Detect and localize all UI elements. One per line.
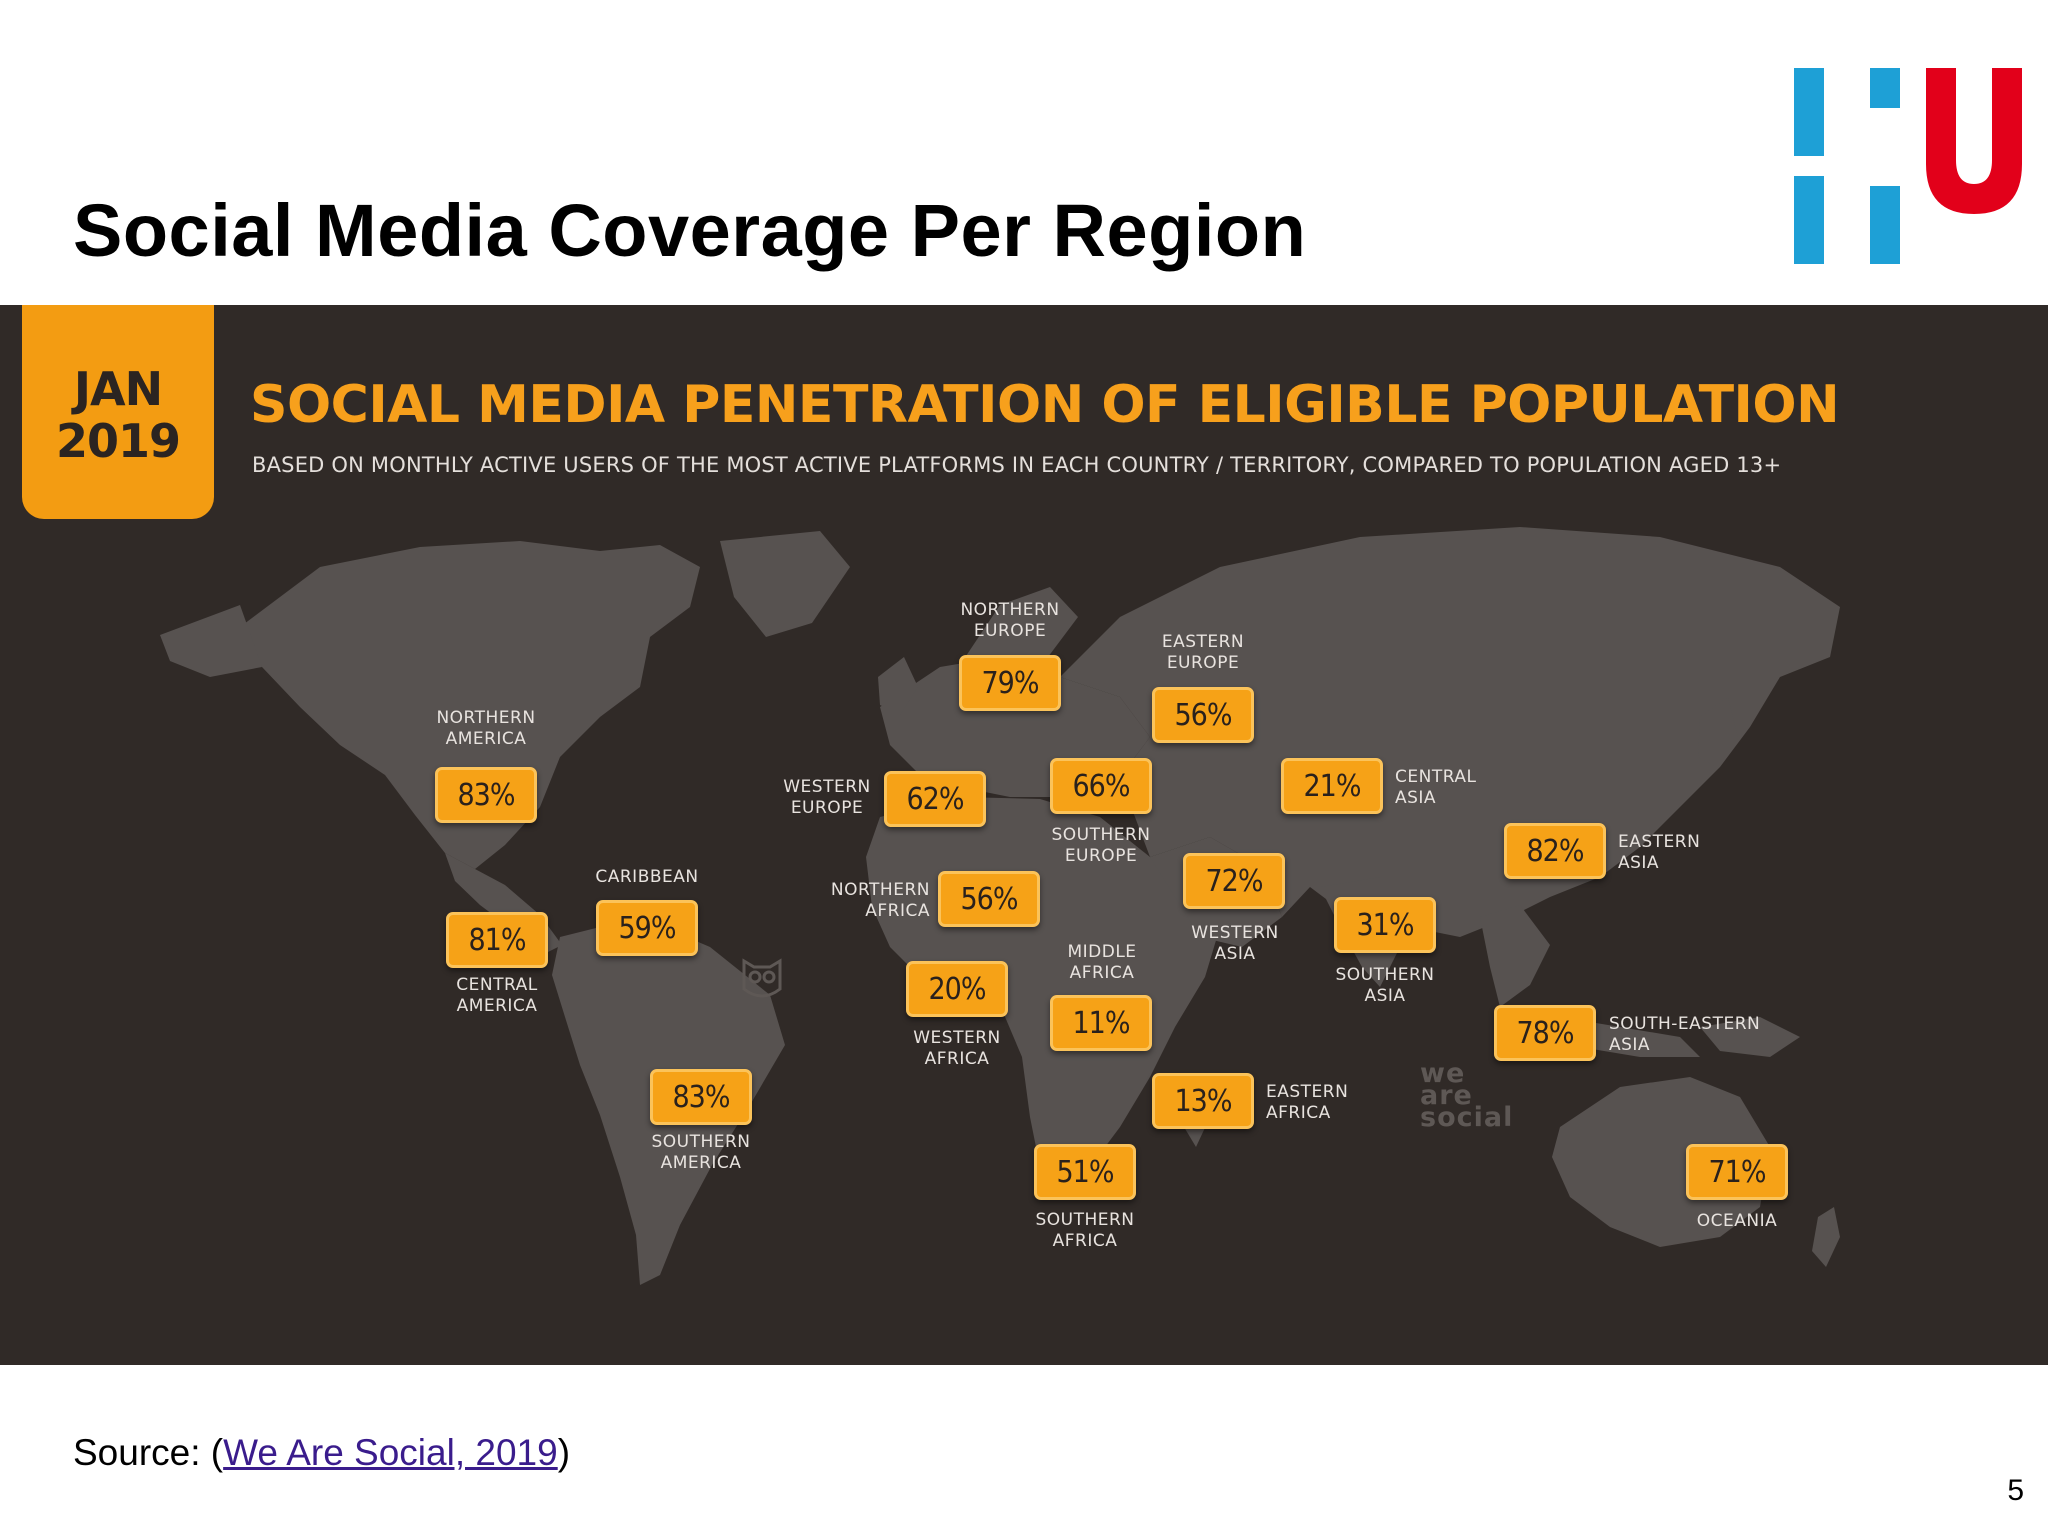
- penetration-badge: 62%: [884, 771, 986, 827]
- source-link[interactable]: We Are Social, 2019: [223, 1432, 558, 1473]
- penetration-infographic: JAN 2019 SOCIAL MEDIA PENETRATION OF ELI…: [0, 305, 2048, 1365]
- region-label: OCEANIA: [1696, 1211, 1778, 1231]
- penetration-badge: 13%: [1152, 1073, 1254, 1129]
- penetration-badge: 20%: [906, 961, 1008, 1017]
- source-suffix: ): [557, 1432, 571, 1473]
- penetration-badge: 71%: [1686, 1144, 1788, 1200]
- region-label: SOUTHERN AFRICA: [1035, 1210, 1135, 1251]
- region-label: EASTERN AFRICA: [1266, 1082, 1349, 1123]
- penetration-badge: 83%: [435, 767, 537, 823]
- region-label: CARIBBEAN: [595, 867, 699, 887]
- source-prefix: Source: (: [73, 1432, 224, 1473]
- penetration-badge: 82%: [1504, 823, 1606, 879]
- penetration-badge: 31%: [1334, 897, 1436, 953]
- penetration-badge: 72%: [1183, 853, 1285, 909]
- penetration-badge: 56%: [938, 871, 1040, 927]
- penetration-badge: 59%: [596, 900, 698, 956]
- region-label: SOUTHERN AMERICA: [651, 1132, 751, 1173]
- penetration-badge: 78%: [1494, 1005, 1596, 1061]
- watermark-line: we: [1420, 1058, 1466, 1089]
- region-label: SOUTHERN EUROPE: [1051, 825, 1151, 866]
- penetration-badge: 21%: [1281, 758, 1383, 814]
- penetration-badge: 51%: [1034, 1144, 1136, 1200]
- region-label: NORTHERN AFRICA: [830, 880, 930, 921]
- penetration-badge: 83%: [650, 1069, 752, 1125]
- we-are-social-watermark: we are social: [1420, 1058, 1514, 1133]
- region-label: SOUTHERN ASIA: [1335, 965, 1435, 1006]
- penetration-badge: 79%: [959, 655, 1061, 711]
- watermark-line: are: [1420, 1080, 1473, 1111]
- region-label: CENTRAL AMERICA: [456, 975, 538, 1016]
- hu-logo: [1794, 68, 2022, 264]
- infographic-subtitle: BASED ON MONTHLY ACTIVE USERS OF THE MOS…: [252, 453, 1782, 477]
- penetration-badge: 66%: [1050, 758, 1152, 814]
- penetration-badge: 11%: [1050, 995, 1152, 1051]
- infographic-title: SOCIAL MEDIA PENETRATION OF ELIGIBLE POP…: [250, 375, 1840, 435]
- region-label: WESTERN AFRICA: [913, 1028, 1001, 1069]
- region-label: WESTERN ASIA: [1191, 923, 1279, 964]
- hootsuite-owl-icon: [740, 955, 784, 1003]
- region-label: SOUTH-EASTERN ASIA: [1609, 1014, 1761, 1055]
- source-citation: Source: (We Are Social, 2019): [73, 1432, 570, 1474]
- penetration-badge: 56%: [1152, 687, 1254, 743]
- date-year: 2019: [55, 414, 181, 468]
- region-label: NORTHERN AMERICA: [436, 708, 536, 749]
- region-label: WESTERN EUROPE: [783, 777, 871, 818]
- region-label: CENTRAL ASIA: [1395, 767, 1477, 808]
- date-tab: JAN 2019: [22, 305, 214, 519]
- penetration-badge: 81%: [446, 912, 548, 968]
- region-label: EASTERN EUROPE: [1161, 632, 1245, 673]
- watermark-line: social: [1420, 1102, 1514, 1133]
- page-number: 5: [2007, 1474, 2024, 1507]
- slide-title: Social Media Coverage Per Region: [73, 189, 1307, 272]
- date-month: JAN: [73, 362, 163, 416]
- region-label: MIDDLE AFRICA: [1067, 942, 1137, 983]
- region-label: EASTERN ASIA: [1618, 832, 1701, 873]
- region-label: NORTHERN EUROPE: [960, 600, 1060, 641]
